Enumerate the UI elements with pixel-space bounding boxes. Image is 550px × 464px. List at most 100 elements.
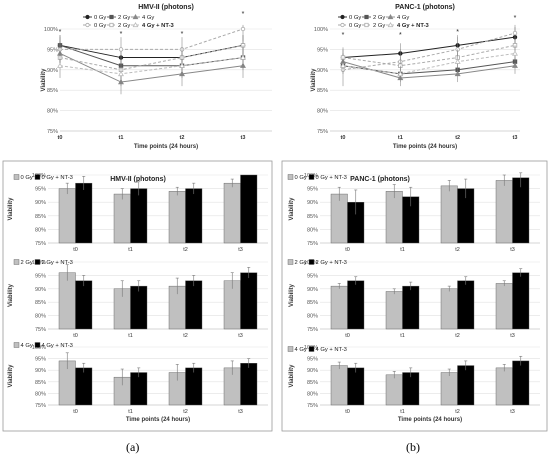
data-point	[179, 62, 185, 68]
bar	[168, 191, 186, 244]
bar	[402, 285, 420, 330]
legend-label: 4 Gy + NT-3	[397, 23, 430, 29]
bar	[457, 280, 475, 330]
y-tick-label: 85%	[307, 300, 318, 306]
y-tick-label: 85%	[307, 380, 318, 386]
x-tick-label: t2	[455, 135, 460, 141]
series-line	[342, 52, 516, 75]
y-axis-label: Viability	[289, 283, 295, 307]
data-point	[454, 58, 461, 64]
y-tick-label: 95%	[307, 187, 318, 193]
bar	[130, 285, 148, 330]
x-tick-label: t2	[183, 247, 188, 253]
legend-swatch	[287, 259, 294, 265]
x-tick-label: t1	[400, 247, 405, 253]
y-axis-label: Viability	[8, 197, 14, 221]
series-line	[342, 36, 516, 59]
legend-marker	[132, 21, 139, 28]
y-tick-label: 80%	[317, 109, 328, 115]
y-axis-label: Viability	[311, 68, 317, 92]
x-tick-label: t1	[119, 135, 124, 141]
x-tick-label: t3	[510, 247, 515, 253]
bar	[385, 374, 403, 406]
y-tick-label: 95%	[35, 357, 46, 363]
data-point	[512, 30, 518, 36]
series-line	[342, 61, 516, 79]
legend-swatch	[13, 174, 20, 180]
y-tick-label: 75%	[317, 129, 328, 135]
legend-label: 2 Gy	[373, 15, 385, 21]
chart-title: PANC-1 (photons)	[395, 4, 455, 11]
data-point	[512, 62, 518, 68]
legend-swatch	[34, 259, 41, 265]
x-tick-label: t1	[128, 247, 133, 253]
legend-swatch	[308, 346, 315, 352]
x-tick-label: t3	[510, 333, 515, 339]
bar	[185, 280, 203, 330]
legend-marker	[340, 14, 345, 20]
x-tick-label: t3	[238, 247, 243, 253]
bar	[347, 280, 365, 330]
bar	[440, 372, 458, 406]
legend-label: 4 Gy + NT-3	[316, 347, 347, 353]
legend-label: 4 Gy	[397, 15, 409, 21]
x-tick-label: t0	[341, 135, 346, 141]
legend-swatch	[287, 346, 294, 352]
data-point	[118, 47, 124, 52]
legend-marker	[340, 22, 345, 28]
y-tick-label: 75%	[35, 241, 46, 247]
legend-marker	[387, 13, 394, 20]
y-tick-label: 75%	[47, 129, 58, 135]
legend-label: 2 Gy	[373, 23, 385, 29]
bar	[385, 191, 403, 244]
legend-label: 4 Gy + NT-3	[142, 23, 175, 29]
y-tick-label: 100%	[32, 345, 46, 351]
legend-label: 0 Gy + NT-3	[42, 175, 73, 181]
series-line	[59, 44, 244, 71]
bar	[330, 193, 348, 244]
x-tick-label: t3	[238, 333, 243, 339]
y-tick-label: 95%	[35, 273, 46, 279]
legend-marker	[387, 21, 394, 28]
x-tick-label: t1	[128, 409, 133, 415]
legend-swatch	[34, 174, 41, 180]
data-point	[454, 70, 461, 77]
y-tick-label: 75%	[307, 241, 318, 247]
bar	[130, 372, 148, 406]
x-tick-label: t1	[128, 333, 133, 339]
bar	[402, 372, 420, 406]
bar	[512, 177, 530, 244]
legend-marker	[364, 22, 369, 28]
legend-swatch	[13, 259, 20, 265]
x-axis-label: Time points (24 hours)	[393, 144, 457, 150]
bar	[240, 272, 258, 330]
x-tick-label: t3	[510, 409, 515, 415]
significance-star: *	[120, 31, 123, 38]
x-tick-label: t2	[183, 333, 188, 339]
bar	[58, 188, 76, 244]
legend-marker	[109, 22, 114, 28]
chart-title: HMV-II (photons)	[110, 176, 166, 183]
significance-star: *	[456, 29, 459, 36]
series-line	[59, 44, 244, 67]
y-tick-label: 75%	[35, 403, 46, 409]
y-tick-label: 100%	[314, 27, 328, 33]
bar	[440, 288, 458, 330]
legend-label: 2 Gy	[118, 23, 130, 29]
legend-label: 0 Gy	[94, 23, 106, 29]
legend-label: 2 Gy + NT-3	[316, 260, 347, 266]
bar	[440, 185, 458, 244]
y-tick-label: 95%	[47, 47, 58, 53]
bar	[113, 193, 131, 244]
y-tick-label: 95%	[35, 187, 46, 193]
bar	[75, 182, 93, 244]
legend-marker	[85, 14, 90, 20]
legend-label: 0 Gy + NT-3	[316, 175, 347, 181]
x-axis-label: Time points (24 hours)	[134, 144, 198, 150]
y-tick-label: 90%	[47, 68, 58, 74]
x-tick-label: t2	[180, 135, 185, 141]
bar	[330, 365, 348, 406]
bar	[58, 272, 76, 330]
